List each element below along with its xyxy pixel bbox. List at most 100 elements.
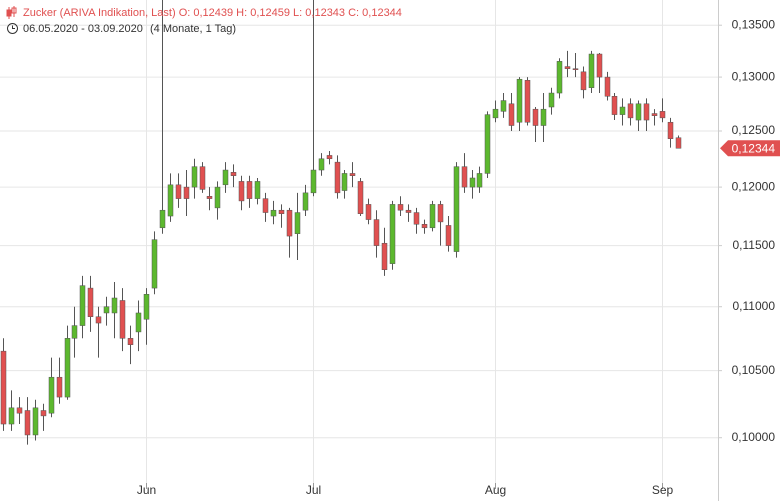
candle-body (365, 204, 372, 220)
y-tick-label: 0,10500 (732, 363, 776, 377)
candle-body (596, 53, 603, 78)
candle-body (238, 181, 245, 202)
candle-body (230, 172, 237, 176)
candle-body (461, 166, 468, 188)
candle-body (564, 66, 571, 69)
candle-body (262, 198, 269, 213)
clock-icon (7, 23, 18, 34)
candle-body (588, 53, 595, 88)
candle-body (103, 306, 110, 314)
candle-body (469, 177, 476, 188)
grid (0, 0, 722, 489)
candle-body (167, 184, 174, 217)
candle-body (453, 166, 460, 252)
candle-body (429, 204, 436, 229)
candle-body (373, 219, 380, 246)
candle-body (16, 407, 23, 414)
candle-body (540, 108, 547, 126)
candle-body (334, 161, 341, 194)
candle-body (310, 169, 317, 194)
candle-body (111, 297, 118, 314)
candle-body (294, 212, 301, 234)
candle-body (572, 68, 579, 70)
date-range: 06.05.2020 - 03.09.2020 (23, 23, 143, 35)
candle-body (548, 92, 555, 108)
candle-body (635, 103, 642, 121)
candle-body (222, 169, 229, 186)
candle-body (183, 186, 190, 199)
chart-title: Zucker (ARIVA Indikation, Last) O: 0,124… (23, 7, 402, 19)
candle-body (8, 407, 15, 425)
candle-body (40, 410, 47, 417)
candle-body (611, 96, 618, 115)
candle-body (191, 166, 198, 188)
candle-body (254, 181, 261, 199)
candle-body (32, 407, 39, 436)
candle-body (405, 209, 412, 213)
candle-body (421, 224, 428, 229)
chart-icon (6, 6, 17, 19)
candle-body (357, 181, 364, 214)
price-tag-shape (720, 140, 780, 157)
candle-body (397, 204, 404, 211)
x-tick-label: Sep (652, 483, 674, 497)
candle-body (278, 209, 285, 214)
candle-body (24, 410, 31, 436)
period-note: (4 Monate, 1 Tag) (150, 23, 236, 35)
y-tick-label: 0,12000 (732, 179, 776, 193)
candle-body (492, 108, 499, 119)
candle-body (64, 338, 71, 398)
candles (0, 0, 682, 445)
candle-body (437, 204, 444, 223)
price-tag: 0,12344 (720, 140, 780, 157)
candle-body (206, 196, 213, 199)
candle-body (119, 300, 126, 339)
candle-body (0, 350, 7, 425)
candle-body (214, 186, 221, 209)
candle-body (500, 100, 507, 112)
candle-body (381, 242, 388, 270)
candle-body (246, 181, 253, 199)
candle-body (524, 80, 531, 123)
candle-body (79, 285, 86, 326)
candle-body (127, 338, 134, 345)
x-tick-label: Aug (485, 483, 506, 497)
candle-body (151, 239, 158, 289)
candle-body (389, 204, 396, 264)
y-tick-label: 0,11000 (733, 299, 776, 313)
candle-body (580, 71, 587, 91)
candle-body (445, 225, 452, 246)
x-tick-label: Jun (137, 483, 156, 497)
candle-body (135, 312, 142, 333)
y-tick-label: 0,12500 (732, 123, 776, 137)
candle-body (627, 103, 634, 119)
candle-body (651, 113, 658, 116)
candle-body (199, 166, 206, 190)
candle-body (476, 173, 483, 188)
candle-body (667, 121, 674, 139)
candle-body (643, 103, 650, 121)
candle-body (349, 173, 356, 176)
candle-body (619, 106, 626, 115)
candle-body (87, 287, 94, 317)
y-tick-label: 0,11500 (733, 238, 776, 252)
y-tick-label: 0,13000 (732, 69, 776, 83)
candle-body (556, 61, 563, 94)
candle-body (532, 108, 539, 126)
candle-body (675, 137, 682, 149)
price-tag-label: 0,12344 (732, 141, 776, 155)
candle-body (659, 111, 666, 119)
candle-body (318, 158, 325, 171)
candle-body (286, 209, 293, 237)
candle-body (484, 114, 491, 174)
candle-body (71, 325, 78, 339)
candle-body (326, 155, 333, 160)
candle-body (413, 212, 420, 225)
y-tick-label: 0,13500 (732, 17, 776, 31)
candle-body (516, 78, 523, 123)
y-tick-label: 0,10000 (732, 430, 776, 444)
candle-body (143, 294, 150, 320)
candle-body (341, 173, 348, 191)
candle-body (604, 76, 611, 97)
